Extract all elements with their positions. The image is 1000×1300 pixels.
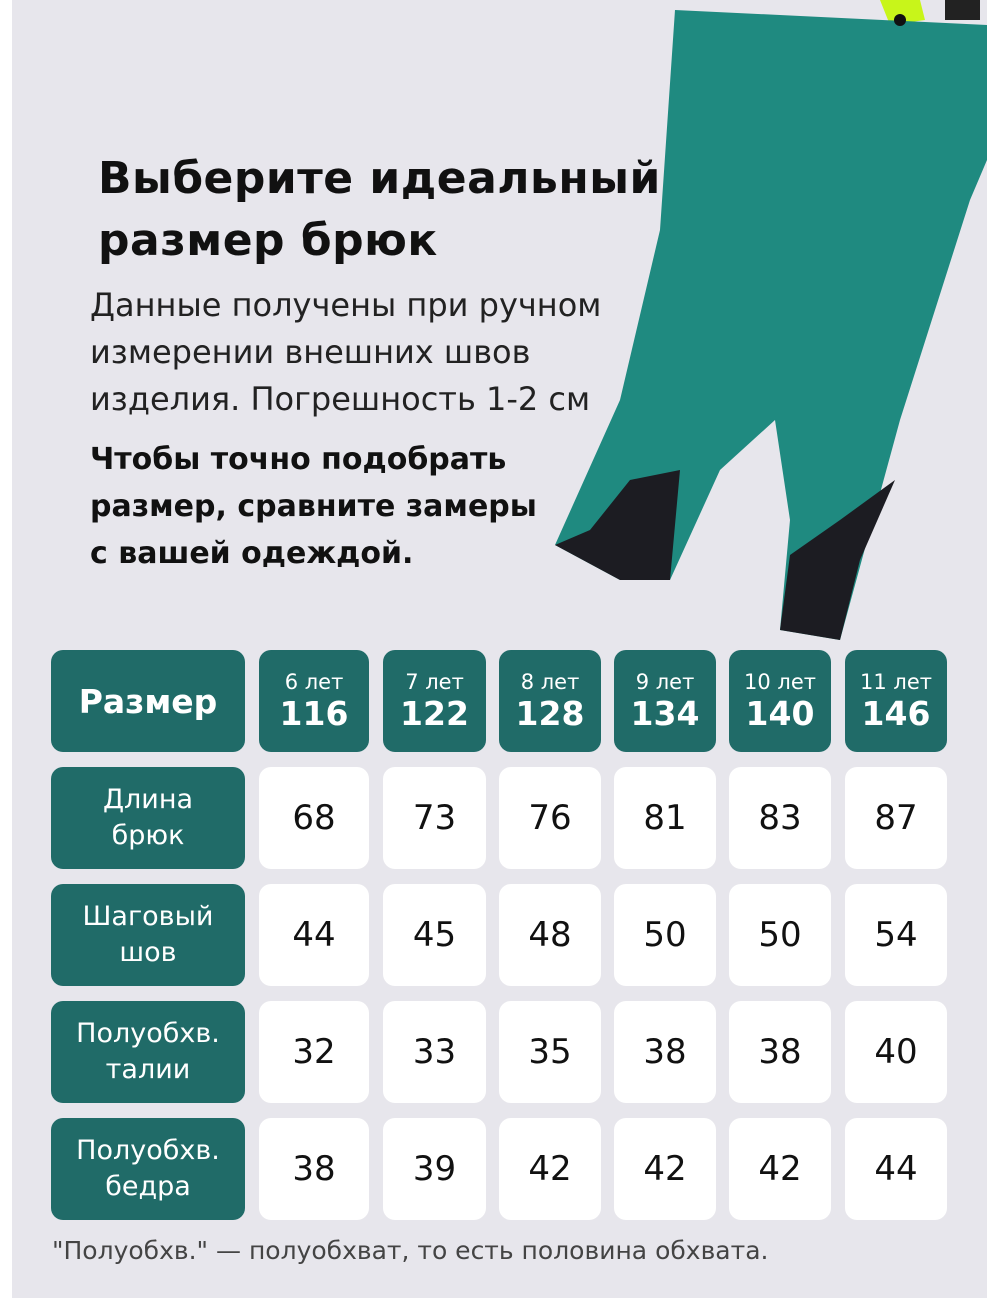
row-label-line: Полуобхв. — [76, 1135, 220, 1166]
cell-value: 87 — [874, 798, 918, 838]
cell-value: 38 — [758, 1032, 802, 1072]
cell-value: 42 — [528, 1149, 572, 1189]
cell-value: 32 — [292, 1032, 336, 1072]
size-age: 9 лет — [635, 670, 695, 694]
table-cell: 73 — [383, 767, 486, 869]
table-cell: 87 — [845, 767, 947, 869]
description-line: Данные получены при ручном — [90, 286, 602, 324]
table-cell: 38 — [614, 1001, 716, 1103]
table-cell: 50 — [729, 884, 831, 986]
table-cell: 83 — [729, 767, 831, 869]
cell-value: 50 — [758, 915, 802, 955]
row-label-line: Длина — [102, 784, 194, 815]
call-to-action: Чтобы точно подобрать размер, сравните з… — [90, 436, 537, 577]
cell-value: 44 — [292, 915, 336, 955]
cell-value: 50 — [643, 915, 687, 955]
table-cell: 45 — [383, 884, 486, 986]
size-height: 146 — [861, 694, 931, 733]
footnote: "Полуобхв." — полуобхват, то есть полови… — [52, 1236, 769, 1265]
header-size-label: Размер — [51, 650, 245, 752]
size-age: 10 лет — [744, 670, 816, 694]
cell-value: 33 — [412, 1032, 457, 1072]
table-cell: 42 — [614, 1118, 716, 1220]
row-label: Шаговый шов — [51, 884, 245, 986]
table-cell: 54 — [845, 884, 947, 986]
size-header-cell: 6 лет 116 — [259, 650, 369, 752]
cell-value: 42 — [758, 1149, 802, 1189]
table-cell: 48 — [499, 884, 601, 986]
size-header-cell: 7 лет 122 — [383, 650, 486, 752]
cell-value: 54 — [874, 915, 918, 955]
size-height: 116 — [279, 694, 349, 733]
page-title: Выберите идеальный размер брюк — [98, 148, 661, 272]
row-label: Длина брюк — [51, 767, 245, 869]
row-label-line: Шаговый — [82, 901, 214, 932]
table-cell: 38 — [729, 1001, 831, 1103]
row-label-line: талии — [105, 1054, 191, 1085]
table-cell: 76 — [499, 767, 601, 869]
header-label-text: Размер — [78, 681, 218, 721]
cell-value: 68 — [292, 798, 336, 838]
size-header-cell: 9 лет 134 — [614, 650, 716, 752]
size-header-cell: 11 лет 146 — [845, 650, 947, 752]
table-cell: 39 — [383, 1118, 486, 1220]
size-age: 6 лет — [284, 670, 344, 694]
title-line: размер брюк — [98, 215, 438, 266]
size-age: 7 лет — [405, 670, 464, 694]
cell-value: 48 — [528, 915, 572, 955]
table-cell: 81 — [614, 767, 716, 869]
cell-value: 83 — [758, 798, 802, 838]
cell-value: 40 — [874, 1032, 918, 1072]
cell-value: 35 — [528, 1032, 572, 1072]
table-cell: 44 — [259, 884, 369, 986]
cell-value: 45 — [412, 915, 457, 955]
size-height: 122 — [400, 694, 469, 733]
size-age: 8 лет — [520, 670, 580, 694]
row-label-line: Полуобхв. — [76, 1018, 220, 1049]
table-cell: 44 — [845, 1118, 947, 1220]
cell-value: 38 — [292, 1149, 336, 1189]
cta-line: с вашей одеждой. — [90, 536, 414, 571]
row-label: Полуобхв. бедра — [51, 1118, 245, 1220]
cell-value: 81 — [643, 798, 687, 838]
size-height: 128 — [515, 694, 585, 733]
cell-value: 44 — [874, 1149, 918, 1189]
cta-line: Чтобы точно подобрать — [90, 442, 507, 477]
title-line: Выберите идеальный — [98, 153, 661, 204]
cell-value: 39 — [412, 1149, 457, 1189]
cell-value: 73 — [412, 798, 457, 838]
row-label-line: брюк — [111, 820, 185, 851]
table-cell: 38 — [259, 1118, 369, 1220]
table-cell: 42 — [499, 1118, 601, 1220]
row-label-line: шов — [119, 937, 177, 968]
table-cell: 40 — [845, 1001, 947, 1103]
size-age: 11 лет — [860, 670, 932, 694]
size-header-cell: 8 лет 128 — [499, 650, 601, 752]
table-cell: 42 — [729, 1118, 831, 1220]
table-cell: 50 — [614, 884, 716, 986]
cell-value: 38 — [643, 1032, 687, 1072]
table-cell: 33 — [383, 1001, 486, 1103]
product-image-pants — [555, 0, 987, 640]
size-header-cell: 10 лет 140 — [729, 650, 831, 752]
size-height: 140 — [745, 694, 815, 733]
table-cell: 68 — [259, 767, 369, 869]
table-cell: 32 — [259, 1001, 369, 1103]
row-label: Полуобхв. талии — [51, 1001, 245, 1103]
cell-value: 76 — [528, 798, 572, 838]
row-label-line: бедра — [105, 1171, 191, 1202]
description-line: изделия. Погрешность 1-2 см — [90, 380, 591, 418]
description: Данные получены при ручном измерении вне… — [90, 282, 601, 423]
size-height: 134 — [630, 694, 700, 733]
description-line: измерении внешних швов — [90, 333, 531, 371]
cta-line: размер, сравните замеры — [90, 489, 537, 524]
table-cell: 35 — [499, 1001, 601, 1103]
cell-value: 42 — [643, 1149, 687, 1189]
